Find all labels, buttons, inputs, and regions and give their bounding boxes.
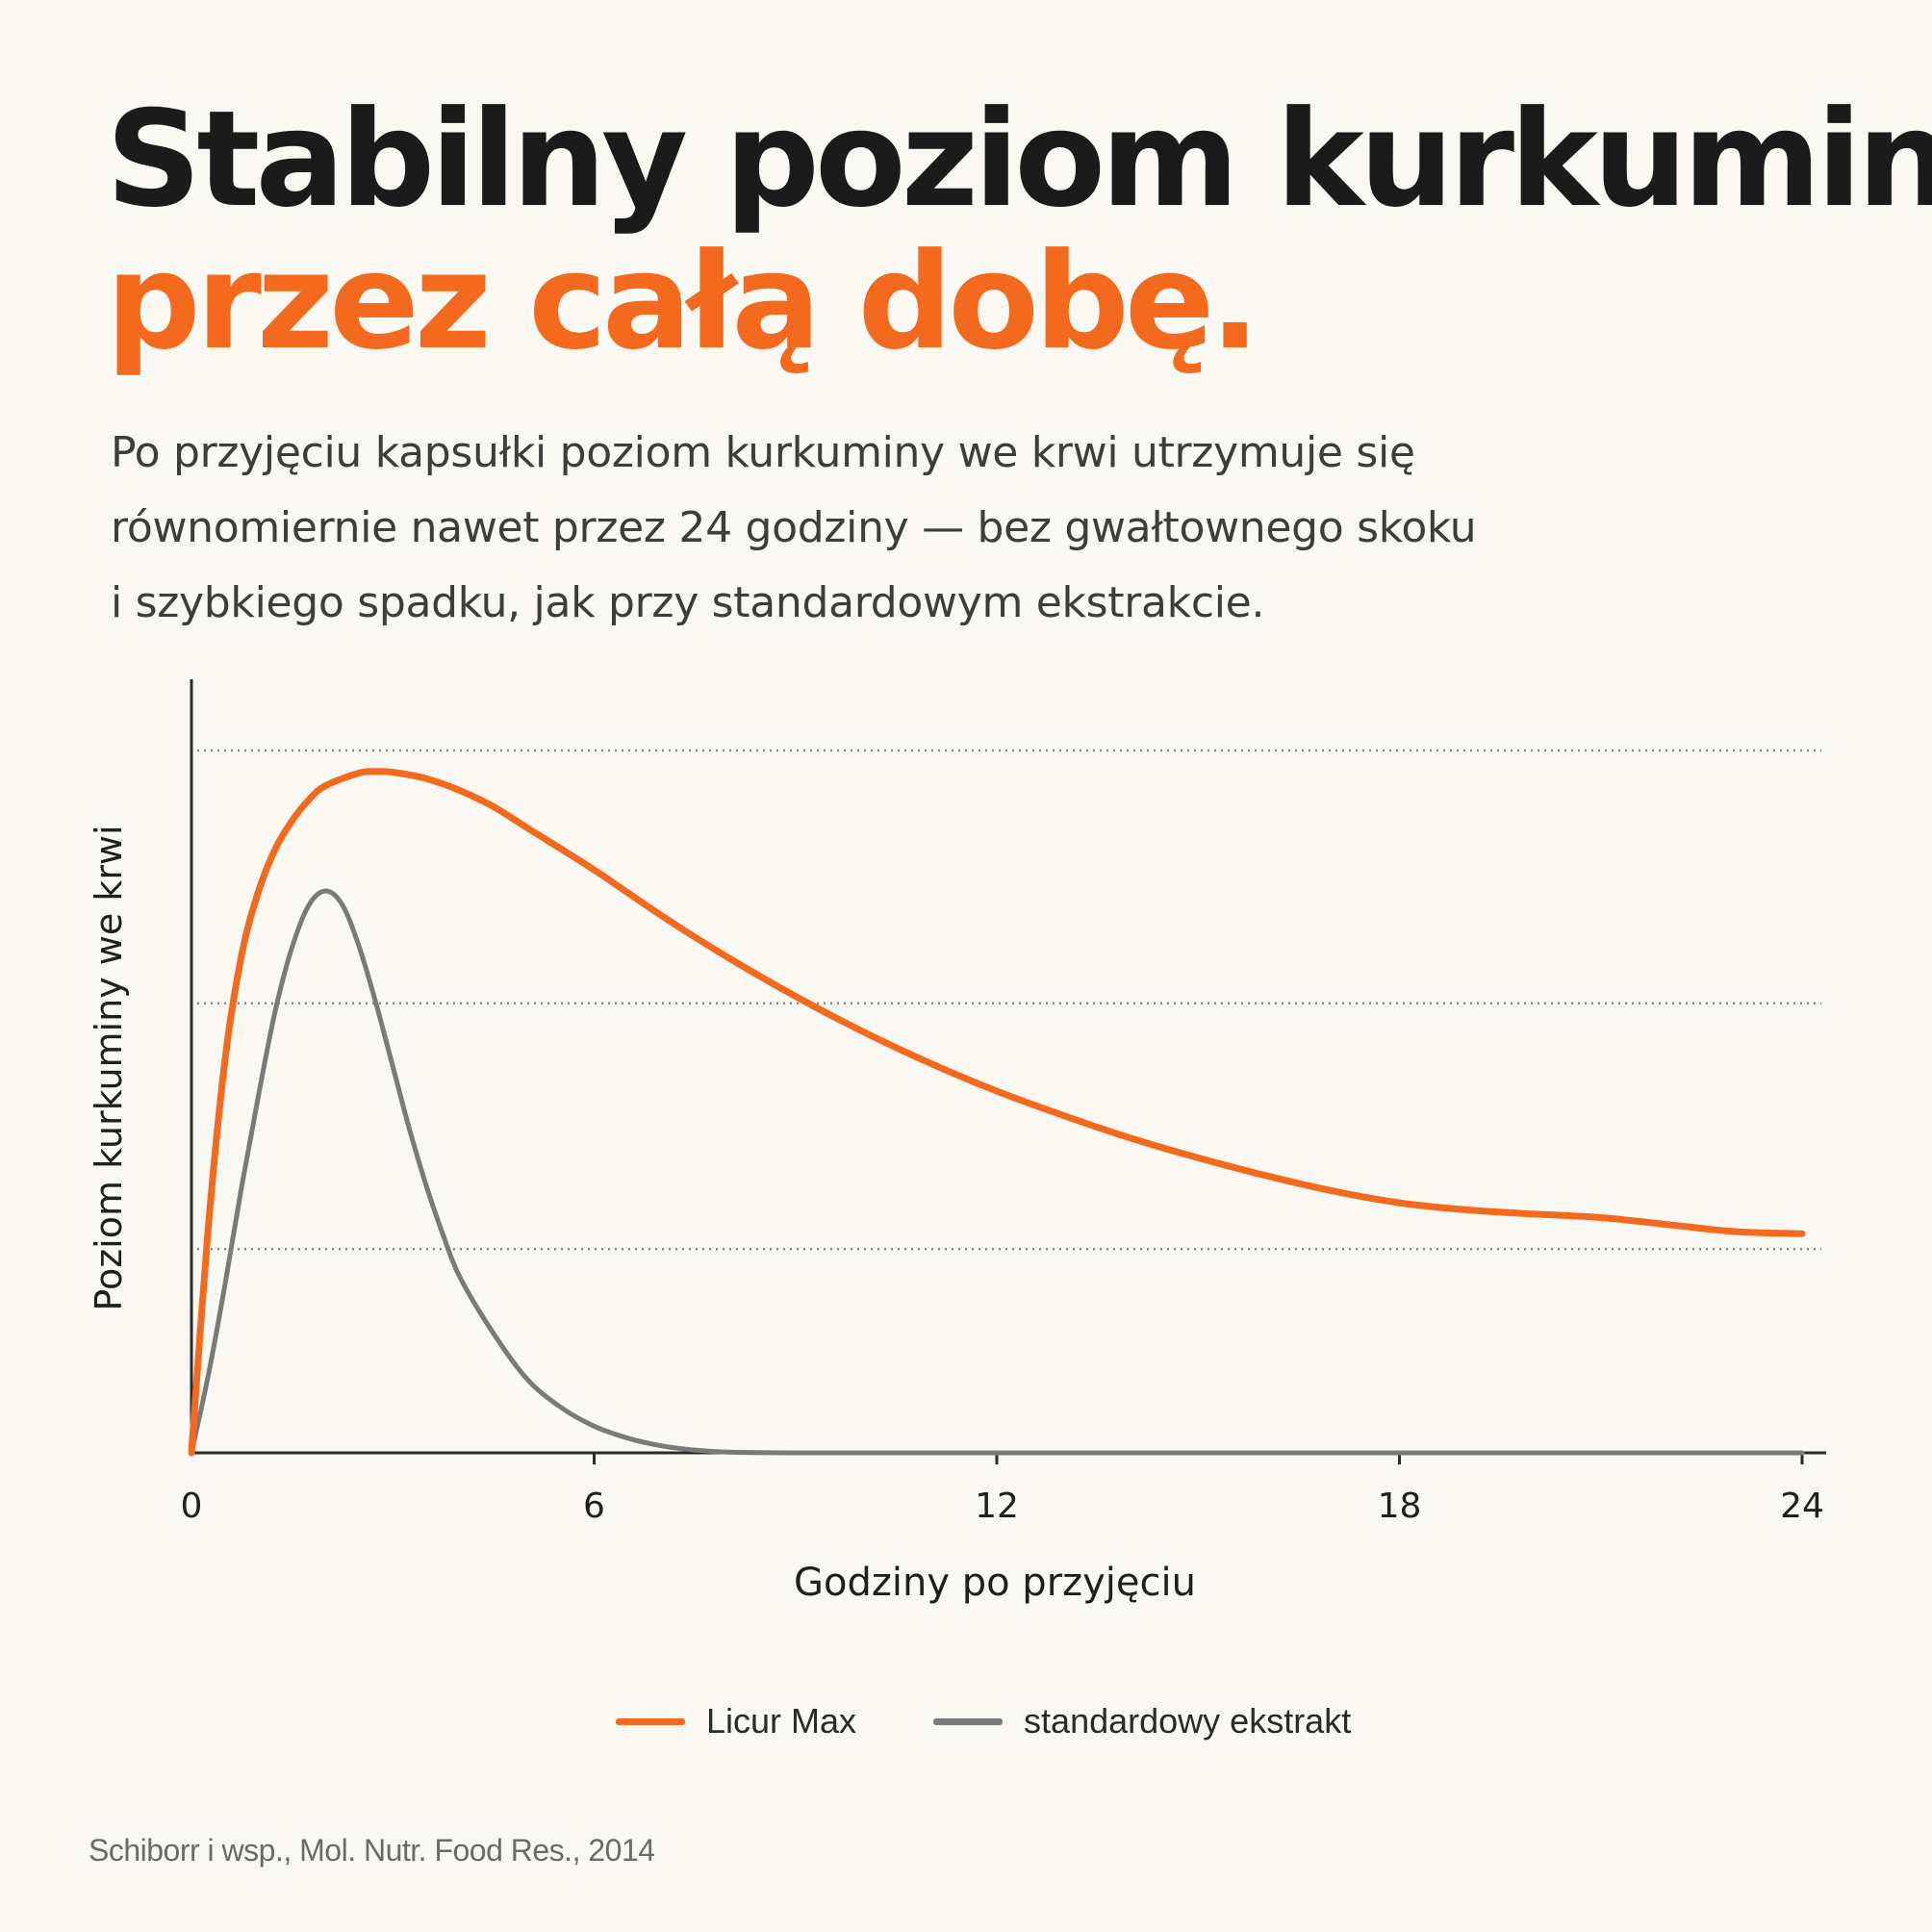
headline-line-1: Stabilny poziom kurkuminy — [106, 82, 1932, 237]
x-tick-label: 18 — [1378, 1487, 1422, 1526]
legend-label: standardowy ekstrakt — [1024, 1701, 1352, 1741]
grid-layer — [197, 749, 1821, 1251]
x-tick-label: 6 — [583, 1487, 605, 1526]
x-tick-label: 24 — [1780, 1487, 1824, 1526]
legend-item-licur-max: Licur Max — [616, 1701, 856, 1741]
legend-swatch-orange — [616, 1717, 685, 1725]
line-chart: 0 6 12 18 24 Poziom kurkuminy we krwi Godzin… — [88, 679, 1826, 1605]
x-tick-label: 0 — [181, 1487, 203, 1526]
legend-swatch-gray — [933, 1717, 1004, 1725]
legend-item-standard-extract: standardowy ekstrakt — [933, 1701, 1351, 1741]
y-axis-label: Poziom kurkuminy we krwi — [88, 825, 130, 1310]
series-layer — [188, 768, 1806, 1457]
chart-legend: Licur Max standardowy ekstrakt — [616, 1697, 1351, 1745]
lead-line: i szybkiego spadku, jak przy standardowy… — [111, 578, 1265, 627]
x-tick-layer: 0 6 12 18 24 — [181, 1453, 1824, 1526]
legend-label: Licur Max — [706, 1701, 857, 1741]
lead-line: równomiernie nawet przez 24 godziny — be… — [111, 503, 1477, 552]
series-line-standard-extract — [189, 888, 1805, 1456]
series-line-licur-max — [188, 768, 1806, 1457]
x-tick-label: 12 — [975, 1487, 1019, 1526]
source-citation: Schiborr i wsp., Mol. Nutr. Food Res., 2… — [89, 1833, 655, 1868]
headline: Stabilny poziom kurkuminy przez całą dob… — [106, 89, 1932, 373]
lead-paragraph: Po przyjęciu kapsułki poziom kurkuminy w… — [111, 416, 1669, 641]
lead-line: Po przyjęciu kapsułki poziom kurkuminy w… — [111, 428, 1415, 477]
headline-line-2: przez całą dobę. — [106, 224, 1260, 379]
x-axis-label: Godziny po przyjęciu — [794, 1561, 1196, 1605]
